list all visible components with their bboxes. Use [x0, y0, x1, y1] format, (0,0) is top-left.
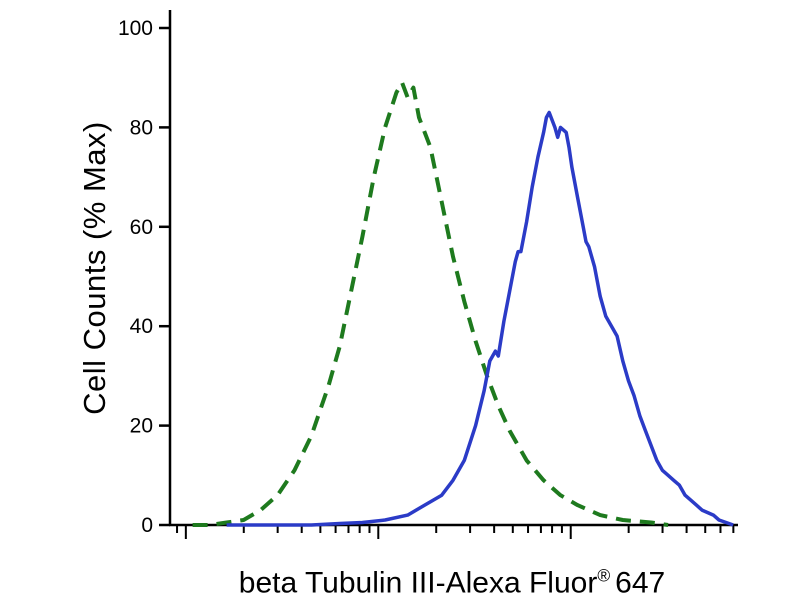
- y-tick-label: 20: [130, 415, 153, 438]
- y-tick-label: 60: [130, 216, 153, 239]
- y-tick-label: 80: [130, 116, 153, 139]
- x-axis-label-main: beta Tubulin III-Alexa Fluor: [238, 566, 598, 600]
- y-axis-label: Cell Counts (% Max): [77, 121, 112, 415]
- x-axis-label-suffix: 647: [615, 566, 666, 600]
- x-axis-label: beta Tubulin III-Alexa Fluor® 647: [239, 566, 665, 600]
- y-tick-label: 100: [118, 17, 153, 40]
- y-tick-label: 40: [130, 315, 153, 338]
- y-tick-label: 0: [141, 514, 153, 537]
- registered-trademark-symbol: ®: [597, 565, 611, 586]
- control-dashed-curve: [192, 80, 669, 527]
- beta-tubulin-iii-alexa-647-solid-curve: [226, 110, 734, 527]
